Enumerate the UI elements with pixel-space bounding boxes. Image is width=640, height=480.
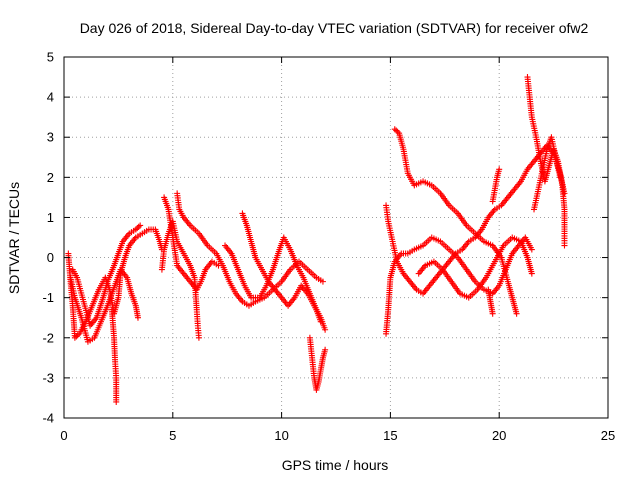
data-point [135,223,142,230]
x-tick-label: 0 [60,428,67,443]
y-tick-label: -1 [42,290,54,305]
data-point [322,326,329,333]
y-tick-label: 1 [47,210,54,225]
data-point [322,346,329,353]
y-tick-labels: -4 -3 -2 -1 0 1 2 3 4 5 [42,50,54,426]
y-tick-label: -4 [42,411,54,426]
data-point [528,270,535,277]
data-point [137,222,144,229]
data-point [557,174,564,181]
y-tick-label: -2 [42,330,54,345]
x-tick-label: 5 [169,428,176,443]
data-point [195,334,202,341]
y-axis-label: SDTVAR / TECUs [6,182,22,294]
y-tick-label: -3 [42,370,54,385]
x-tick-label: 10 [274,428,288,443]
grid-lines [64,57,608,418]
data-point [528,246,535,253]
data-point [393,127,400,134]
x-tick-label: 25 [601,428,615,443]
data-point [319,278,326,285]
chart-title: Day 026 of 2018, Sidereal Day-to-day VTE… [80,20,589,36]
plot-frame [63,56,609,419]
x-tick-label: 15 [383,428,397,443]
data-point [134,225,141,232]
axis-ticks [63,56,609,419]
data-point [513,310,520,317]
y-tick-label: 3 [47,130,54,145]
y-tick-label: 4 [47,90,54,105]
x-tick-label: 20 [492,428,506,443]
data-points [65,74,568,405]
data-point [113,398,120,405]
data-point [391,126,398,133]
data-point [496,166,503,173]
data-point [134,314,141,321]
y-tick-label: 0 [47,250,54,265]
data-point [561,242,568,249]
data-point [489,310,496,317]
x-tick-labels: 0 5 10 15 20 25 [60,428,615,443]
y-tick-label: 5 [47,50,54,65]
y-tick-label: 2 [47,170,54,185]
x-axis-label: GPS time / hours [282,457,389,473]
